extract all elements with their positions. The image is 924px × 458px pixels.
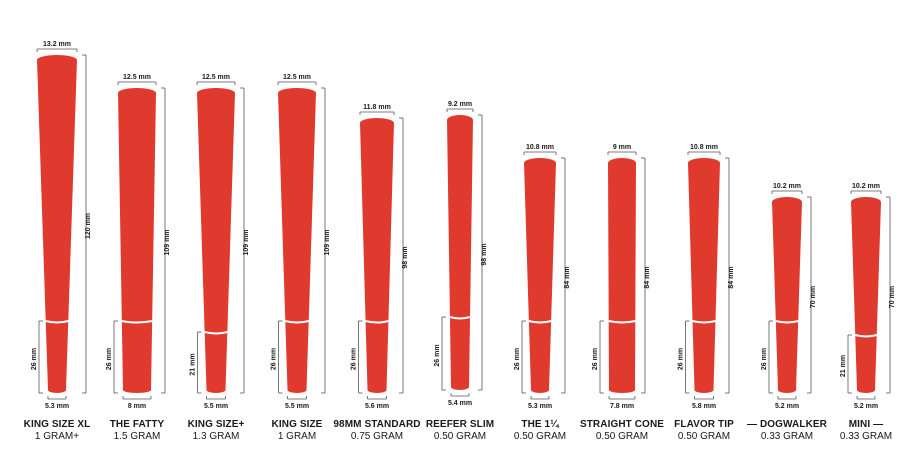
filter-line [608, 320, 636, 324]
top-width-label: 12.5 mm [202, 74, 230, 81]
top-width-label: 9.2 mm [448, 101, 472, 108]
bottom-width-label: 5.3 mm [45, 403, 69, 410]
filter-line [775, 320, 799, 324]
cone-name: REEFER SLIM [425, 419, 495, 430]
cone-weight: 0.33 GRAM [839, 431, 893, 442]
top-width-label: 9 mm [613, 144, 631, 151]
cone-shape [118, 88, 156, 393]
top-width-label: 10.8 mm [526, 144, 554, 151]
filter-length-label: 26 mm [106, 348, 113, 370]
cone-shape [360, 118, 394, 393]
length-label: 84 mm [644, 266, 651, 288]
length-label: 109 mm [164, 229, 171, 255]
filter-length-label: 26 mm [592, 348, 599, 370]
cone-weight: 1.3 GRAM [192, 431, 240, 442]
bottom-width-label: 5.2 mm [854, 403, 878, 410]
filter-line [285, 320, 309, 324]
bottom-width-label: 5.4 mm [448, 400, 472, 407]
cone-shape [524, 158, 556, 393]
length-label: 70 mm [810, 286, 817, 308]
filter-line [528, 320, 552, 324]
length-label: 120 mm [85, 213, 92, 239]
filter-length-label: 26 mm [434, 344, 441, 366]
filter-length-label: 26 mm [514, 348, 521, 370]
cone-name: FLAVOR TIP [674, 419, 734, 430]
top-width-label: 10.8 mm [690, 144, 718, 151]
cone-shape [608, 158, 636, 393]
cone-name: THE 1¼ [521, 419, 559, 430]
top-width-label: 10.2 mm [773, 183, 801, 190]
cone-name: 98MM STANDARD [333, 419, 421, 430]
top-width-label: 11.8 mm [363, 104, 391, 111]
length-label: 109 mm [324, 229, 331, 255]
cone-shape [772, 197, 802, 393]
filter-length-label: 26 mm [271, 348, 278, 370]
cone-shape [197, 88, 235, 393]
top-width-label: 12.5 mm [123, 74, 151, 81]
bottom-width-label: 5.5 mm [204, 403, 228, 410]
cone-weight: 1.5 GRAM [113, 431, 161, 442]
bottom-width-label: 5.2 mm [775, 403, 799, 410]
cone-weight: 0.75 GRAM [350, 431, 404, 442]
filter-length-label: 21 mm [840, 355, 847, 377]
filter-length-label: 26 mm [351, 348, 358, 370]
cone-weight: 1 GRAM+ [34, 431, 80, 442]
filter-line [204, 331, 228, 335]
cone-name: MINI — [848, 419, 884, 430]
length-label: 84 mm [728, 266, 735, 288]
cone-shape [851, 197, 881, 393]
filter-line [45, 320, 69, 324]
length-label: 84 mm [564, 266, 571, 288]
cone-shape [447, 115, 473, 390]
cone-name: KING SIZE XL [23, 419, 91, 430]
cone-name: — DOGWALKER [747, 419, 827, 430]
bottom-width-label: 5.6 mm [365, 403, 389, 410]
filter-length-label: 21 mm [190, 353, 197, 375]
filter-length-label: 26 mm [678, 348, 685, 370]
bottom-width-label: 5.5 mm [285, 403, 309, 410]
bottom-width-label: 5.8 mm [692, 403, 716, 410]
cone-name: KING SIZE [271, 419, 323, 430]
filter-line [854, 334, 878, 338]
top-width-label: 10.2 mm [852, 183, 880, 190]
cone-weight: 0.50 GRAM [677, 431, 731, 442]
filter-line [449, 316, 471, 320]
cone-weight: 0.50 GRAM [595, 431, 649, 442]
bottom-width-label: 8 mm [128, 403, 146, 410]
length-label: 98 mm [481, 243, 488, 265]
cone-shape [37, 55, 77, 393]
bottom-width-label: 5.3 mm [528, 403, 552, 410]
filter-length-label: 26 mm [761, 348, 768, 370]
filter-length-label: 26 mm [31, 348, 38, 370]
cone-name: STRAIGHT CONE [579, 419, 665, 430]
top-width-label: 12.5 mm [283, 74, 311, 81]
length-label: 109 mm [243, 229, 250, 255]
top-width-label: 13.2 mm [43, 41, 71, 48]
cone-weight: 0.50 GRAM [433, 431, 487, 442]
cone-weight: 0.50 GRAM [513, 431, 567, 442]
length-label: 70 mm [889, 286, 896, 308]
cone-shape [278, 88, 316, 393]
filter-line [365, 320, 389, 324]
filter-line [692, 320, 716, 324]
length-label: 98 mm [402, 246, 409, 268]
filter-line [121, 320, 153, 324]
cone-shape [688, 158, 720, 393]
bottom-width-label: 7.8 mm [610, 403, 634, 410]
cone-name: KING SIZE+ [187, 419, 245, 430]
cone-name: THE FATTY [109, 419, 165, 430]
cone-weight: 0.33 GRAM [760, 431, 814, 442]
cone-weight: 1 GRAM [277, 431, 317, 442]
